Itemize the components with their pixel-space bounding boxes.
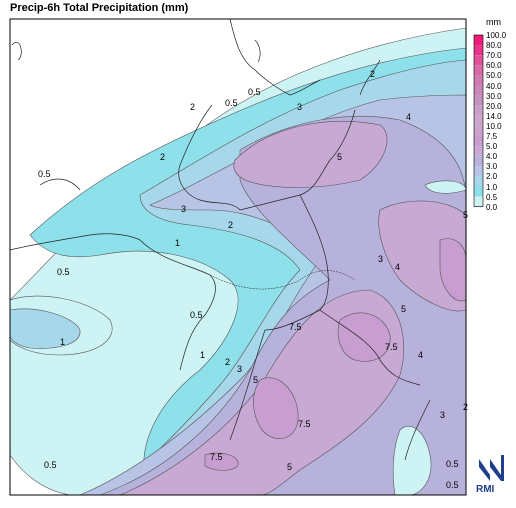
contour-label: 0.5 (446, 480, 459, 490)
contour-label: 2 (463, 402, 468, 412)
legend-label: 100.0 (486, 31, 507, 40)
legend-swatch (474, 146, 483, 157)
contour-label: 2 (190, 102, 195, 112)
zone-5-north (233, 121, 388, 188)
contour-label: 2 (225, 357, 230, 367)
contour-label: 2 (370, 69, 375, 79)
legend-swatch (474, 75, 483, 86)
contour-label: 5 (287, 462, 292, 472)
map-title: Precip-6h Total Precipitation (mm) (10, 2, 189, 14)
legend-swatch (474, 115, 483, 126)
zone-dry-se (392, 425, 432, 496)
legend-unit: mm (486, 17, 501, 27)
contour-label: 0.5 (38, 169, 51, 179)
legend-swatch (474, 186, 483, 197)
legend-label: 0.5 (486, 192, 498, 202)
legend-label: 7.5 (486, 132, 498, 141)
coastline (9, 18, 321, 371)
contour-label: 4 (395, 262, 400, 272)
rmi-logo (476, 453, 506, 483)
legend-label: 30.0 (486, 91, 502, 101)
contour-label: 0.5 (248, 87, 261, 97)
legend-swatch (474, 65, 483, 76)
contour-label: 3 (440, 410, 445, 420)
contour-label: 0.5 (44, 460, 57, 470)
contour-label: 4 (406, 112, 411, 122)
legend-swatch (474, 125, 483, 136)
legend-label: 20.0 (486, 101, 502, 111)
legend-swatch (474, 45, 483, 56)
contour-label: 0.5 (225, 98, 238, 108)
rmi-logo-icon (479, 455, 504, 481)
contour-label: 3 (237, 364, 242, 374)
legend-swatch (474, 196, 483, 207)
legend-swatch (474, 156, 483, 167)
legend-label: 2.0 (486, 172, 498, 182)
contour-label: 0.5 (190, 310, 203, 320)
legend-label: 4.0 (486, 152, 498, 162)
contour-label: 5 (253, 375, 258, 385)
borders-2 (209, 270, 356, 290)
legend-label: 3.0 (486, 162, 498, 172)
contour-label: 5 (463, 210, 468, 220)
contour-label: 0.5 (57, 267, 70, 277)
legend-label: 1.0 (486, 182, 498, 192)
zone-1-west (9, 308, 81, 349)
contour-labels: 0.50.50.50.50.511122222233333444555557.5… (38, 69, 468, 490)
legend-swatch (474, 95, 483, 106)
contour-label: 1 (60, 337, 65, 347)
legend-swatch (474, 105, 483, 116)
legend-swatch (474, 166, 483, 177)
contour-label: 2 (160, 152, 165, 162)
contour-label: 5 (401, 304, 406, 314)
legend-swatch (474, 55, 483, 66)
legend-label: 5.0 (486, 142, 498, 152)
legend-label: 10.0 (486, 121, 502, 131)
borders (229, 59, 431, 461)
legend-swatch (474, 35, 483, 46)
contour-label: 7.5 (385, 342, 398, 352)
contour-label: 5 (337, 152, 342, 162)
legend-label: 60.0 (486, 61, 502, 71)
contour-label: 0.5 (446, 459, 459, 469)
legend-label: 80.0 (486, 41, 502, 51)
rmi-logo-text: RMI (476, 484, 495, 495)
contour-label: 7.5 (298, 419, 311, 429)
legend-label: 14.0 (486, 111, 502, 121)
legend-swatch (474, 176, 483, 187)
legend-swatch (474, 85, 483, 96)
contour-label: 3 (378, 254, 383, 264)
contour-label: 3 (297, 102, 302, 112)
contour-label: 1 (200, 350, 205, 360)
contour-label: 2 (228, 220, 233, 230)
legend-colorbar (473, 34, 484, 207)
zone-7-5-b (253, 377, 299, 439)
contour-label: 3 (181, 204, 186, 214)
contour-label: 4 (418, 350, 423, 360)
legend-label: 0.0 (486, 202, 498, 212)
legend-label: 40.0 (486, 81, 502, 91)
contour-label: 1 (175, 238, 180, 248)
legend-label: 70.0 (486, 51, 502, 61)
zone-7-5-c (204, 452, 239, 471)
legend-swatch (474, 136, 483, 147)
zone-7-5-a (337, 312, 391, 362)
legend-frame (473, 34, 484, 207)
legend-label: 50.0 (486, 71, 502, 81)
contour-label: 7.5 (289, 322, 302, 332)
contour-label: 7.5 (210, 452, 223, 462)
